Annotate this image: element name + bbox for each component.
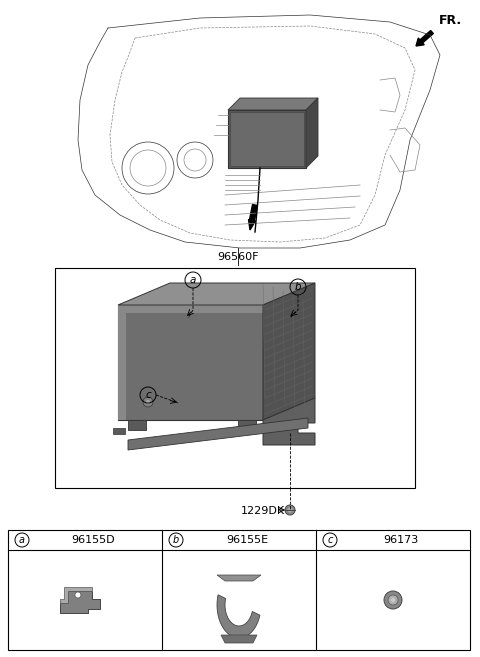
Text: FR.: FR. bbox=[439, 14, 462, 27]
Polygon shape bbox=[217, 595, 260, 638]
Text: b: b bbox=[173, 535, 179, 545]
Text: 96155E: 96155E bbox=[226, 535, 268, 545]
Bar bbox=[113, 428, 125, 434]
Text: 96560F: 96560F bbox=[217, 252, 259, 262]
Bar bbox=[118, 305, 126, 420]
Bar bbox=[8, 530, 470, 650]
Polygon shape bbox=[118, 283, 315, 305]
Polygon shape bbox=[306, 98, 318, 168]
Bar bbox=[238, 420, 256, 430]
Polygon shape bbox=[217, 575, 261, 581]
Text: c: c bbox=[327, 535, 333, 545]
Bar bbox=[118, 305, 263, 420]
Bar bbox=[55, 268, 415, 488]
Circle shape bbox=[75, 592, 81, 598]
Polygon shape bbox=[221, 635, 257, 643]
Polygon shape bbox=[263, 398, 315, 445]
Circle shape bbox=[143, 397, 153, 407]
Bar bbox=[228, 110, 306, 168]
Circle shape bbox=[146, 400, 150, 404]
Polygon shape bbox=[128, 418, 308, 450]
Circle shape bbox=[384, 591, 402, 609]
Circle shape bbox=[391, 598, 395, 602]
FancyArrow shape bbox=[416, 30, 433, 46]
Bar bbox=[230, 112, 304, 166]
FancyArrow shape bbox=[249, 204, 257, 230]
Text: c: c bbox=[145, 390, 151, 400]
Polygon shape bbox=[60, 591, 100, 613]
Polygon shape bbox=[60, 587, 92, 603]
Text: a: a bbox=[190, 275, 196, 285]
Bar bbox=[118, 305, 263, 313]
Text: 96155D: 96155D bbox=[71, 535, 115, 545]
Bar bbox=[128, 420, 146, 430]
Circle shape bbox=[285, 505, 295, 515]
Polygon shape bbox=[263, 283, 315, 420]
Circle shape bbox=[388, 595, 398, 605]
Circle shape bbox=[288, 507, 292, 512]
Polygon shape bbox=[228, 98, 318, 110]
Text: a: a bbox=[19, 535, 25, 545]
Text: 96173: 96173 bbox=[384, 535, 419, 545]
Text: 1229DK: 1229DK bbox=[241, 506, 285, 516]
Text: b: b bbox=[295, 282, 301, 292]
